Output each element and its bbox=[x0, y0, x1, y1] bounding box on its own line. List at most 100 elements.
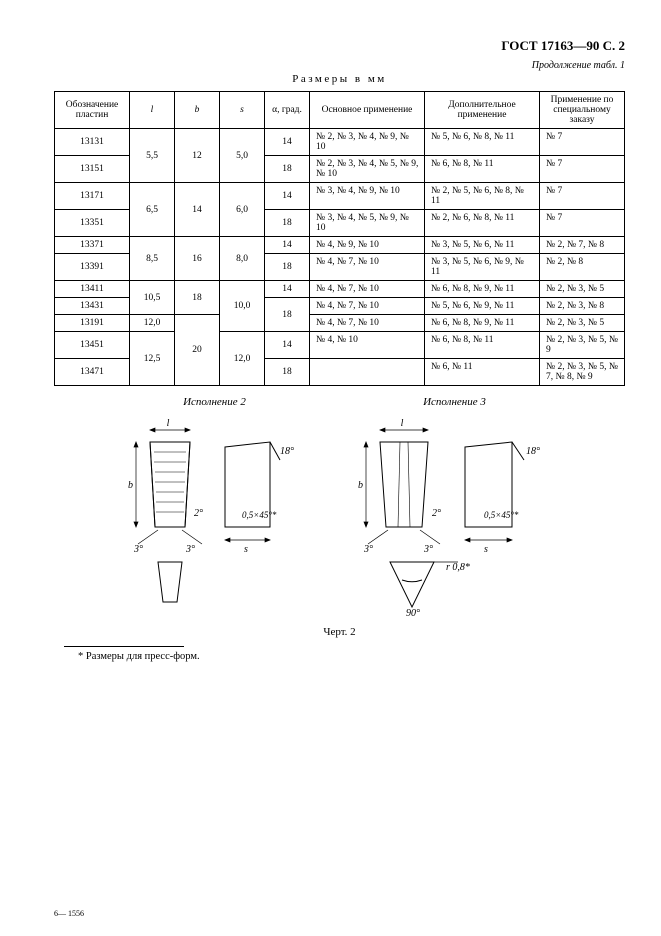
svg-text:18°: 18° bbox=[280, 446, 294, 457]
cell-code: 13371 bbox=[55, 237, 130, 254]
cell-alpha: 18 bbox=[265, 254, 310, 281]
svg-text:s: s bbox=[244, 544, 248, 555]
cell-s: 6,0 bbox=[220, 183, 265, 237]
cell-code: 13131 bbox=[55, 129, 130, 156]
cell-spec: № 7 bbox=[540, 183, 625, 210]
cell-s: 8,0 bbox=[220, 237, 265, 281]
col-alpha: α, град. bbox=[265, 92, 310, 129]
cell-add: № 6, № 8, № 11 bbox=[425, 332, 540, 359]
svg-text:l: l bbox=[166, 418, 169, 429]
cell-l: 8,5 bbox=[130, 237, 175, 281]
cell-alpha: 18 bbox=[265, 210, 310, 237]
cell-main: № 4, № 9, № 10 bbox=[310, 237, 425, 254]
cell-main: № 4, № 10 bbox=[310, 332, 425, 359]
svg-text:3°: 3° bbox=[423, 544, 433, 555]
cell-b: 20 bbox=[175, 315, 220, 386]
table-row: 13411 10,5 18 10,0 14 № 4, № 7, № 10 № 6… bbox=[55, 281, 625, 298]
cell-alpha: 18 bbox=[265, 298, 310, 332]
cell-spec: № 2, № 3, № 5 bbox=[540, 281, 625, 298]
cell-alpha: 14 bbox=[265, 281, 310, 298]
cell-add: № 2, № 5, № 6, № 8, № 11 bbox=[425, 183, 540, 210]
col-spec: Применение по специальному заказу bbox=[540, 92, 625, 129]
doc-header: ГОСТ 17163—90 С. 2 bbox=[54, 38, 625, 54]
col-l: l bbox=[130, 92, 175, 129]
cell-l: 10,5 bbox=[130, 281, 175, 315]
cell-spec: № 2, № 3, № 5 bbox=[540, 315, 625, 332]
table-row: 13451 12,5 12,0 14 № 4, № 10 № 6, № 8, №… bbox=[55, 332, 625, 359]
col-code: Обозначение пластин bbox=[55, 92, 130, 129]
cell-main: № 2, № 3, № 4, № 9, № 10 bbox=[310, 129, 425, 156]
cell-alpha: 14 bbox=[265, 237, 310, 254]
cell-alpha: 14 bbox=[265, 332, 310, 359]
table-continuation: Продолжение табл. 1 bbox=[54, 60, 625, 71]
cell-b: 16 bbox=[175, 237, 220, 281]
cell-spec: № 2, № 3, № 5, № 7, № 8, № 9 bbox=[540, 359, 625, 386]
cell-add: № 3, № 5, № 6, № 11 bbox=[425, 237, 540, 254]
table-row: 13371 8,5 16 8,0 14 № 4, № 9, № 10 № 3, … bbox=[55, 237, 625, 254]
cell-s: 12,0 bbox=[220, 332, 265, 386]
cell-alpha: 18 bbox=[265, 156, 310, 183]
drawing-2-icon: l b 18° 2° 3° 3° 0,5×45°* s bbox=[120, 412, 310, 622]
figure-3-title: Исполнение 3 bbox=[350, 396, 560, 408]
cell-alpha: 18 bbox=[265, 359, 310, 386]
figure-2: Исполнение 2 bbox=[120, 396, 310, 622]
cell-add: № 6, № 8, № 9, № 11 bbox=[425, 315, 540, 332]
cell-b: 14 bbox=[175, 183, 220, 237]
table-row: 13131 5,5 12 5,0 14 № 2, № 3, № 4, № 9, … bbox=[55, 129, 625, 156]
cell-main: № 4, № 7, № 10 bbox=[310, 315, 425, 332]
cell-add: № 5, № 6, № 9, № 11 bbox=[425, 298, 540, 315]
cell-code: 13391 bbox=[55, 254, 130, 281]
svg-text:3°: 3° bbox=[363, 544, 373, 555]
cell-s: 5,0 bbox=[220, 129, 265, 183]
cell-code: 13191 bbox=[55, 315, 130, 332]
cell-l: 12,5 bbox=[130, 332, 175, 386]
cell-add: № 5, № 6, № 8, № 11 bbox=[425, 129, 540, 156]
cell-l: 12,0 bbox=[130, 315, 175, 332]
cell-spec: № 2, № 3, № 5, № 9 bbox=[540, 332, 625, 359]
cell-spec: № 2, № 3, № 8 bbox=[540, 298, 625, 315]
cell-code: 13151 bbox=[55, 156, 130, 183]
cell-add: № 6, № 8, № 9, № 11 bbox=[425, 281, 540, 298]
svg-text:3°: 3° bbox=[133, 544, 143, 555]
svg-text:r 0,8*: r 0,8* bbox=[446, 562, 470, 573]
cell-code: 13351 bbox=[55, 210, 130, 237]
cell-l: 5,5 bbox=[130, 129, 175, 183]
cell-code: 13411 bbox=[55, 281, 130, 298]
cell-code: 13471 bbox=[55, 359, 130, 386]
table-caption: Размеры в мм bbox=[54, 73, 625, 85]
col-s: s bbox=[220, 92, 265, 129]
svg-text:l: l bbox=[400, 418, 403, 429]
svg-text:90°: 90° bbox=[406, 608, 420, 619]
figure-caption: Черт. 2 bbox=[54, 626, 625, 638]
col-add: Дополнительное применение bbox=[425, 92, 540, 129]
page: ГОСТ 17163—90 С. 2 Продолжение табл. 1 Р… bbox=[0, 0, 661, 936]
cell-code: 13451 bbox=[55, 332, 130, 359]
svg-text:s: s bbox=[484, 544, 488, 555]
drawing-3-icon: l b 18° 2° 3° 3° 0,5×45°* s r 0,8* 90° bbox=[350, 412, 560, 622]
cell-add: № 6, № 8, № 11 bbox=[425, 156, 540, 183]
dimensions-table: Обозначение пластин l b s α, град. Основ… bbox=[54, 91, 625, 386]
cell-main: № 4, № 7, № 10 bbox=[310, 254, 425, 281]
cell-main: № 3, № 4, № 9, № 10 bbox=[310, 183, 425, 210]
svg-text:2°: 2° bbox=[432, 508, 441, 519]
cell-spec: № 2, № 7, № 8 bbox=[540, 237, 625, 254]
svg-text:0,5×45°*: 0,5×45°* bbox=[484, 510, 519, 520]
cell-alpha: 14 bbox=[265, 183, 310, 210]
figure-3: Исполнение 3 bbox=[350, 396, 560, 622]
cell-spec: № 7 bbox=[540, 156, 625, 183]
cell-spec: № 7 bbox=[540, 210, 625, 237]
cell-b: 18 bbox=[175, 281, 220, 315]
cell-code: 13431 bbox=[55, 298, 130, 315]
col-b: b bbox=[175, 92, 220, 129]
cell-main: № 3, № 4, № 5, № 9, № 10 bbox=[310, 210, 425, 237]
col-main: Основное применение bbox=[310, 92, 425, 129]
cell-spec: № 2, № 8 bbox=[540, 254, 625, 281]
cell-b: 12 bbox=[175, 129, 220, 183]
table-header-row: Обозначение пластин l b s α, град. Основ… bbox=[55, 92, 625, 129]
cell-l: 6,5 bbox=[130, 183, 175, 237]
cell-s: 10,0 bbox=[220, 281, 265, 332]
cell-main: № 2, № 3, № 4, № 5, № 9, № 10 bbox=[310, 156, 425, 183]
page-footer: 6— 1556 bbox=[54, 909, 84, 918]
svg-text:0,5×45°*: 0,5×45°* bbox=[242, 510, 277, 520]
table-row: 13171 6,5 14 6,0 14 № 3, № 4, № 9, № 10 … bbox=[55, 183, 625, 210]
